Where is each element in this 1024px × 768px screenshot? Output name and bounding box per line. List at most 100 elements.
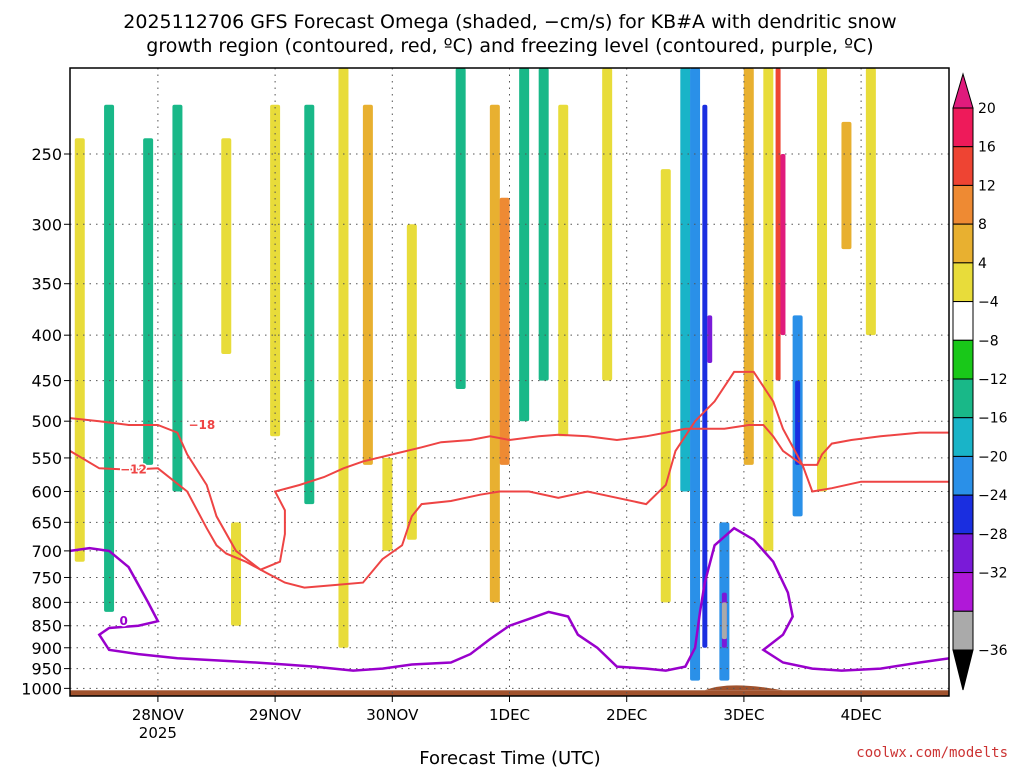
omega-region-15 [519,68,530,422]
y-tick-label-850: 850 [31,617,62,636]
y-tick-label-300: 300 [31,215,62,234]
y-tick-label-550: 550 [31,449,62,468]
omega-region-35 [865,68,876,336]
omega-region-33 [817,68,828,492]
colorbar-swatch-6 [952,339,974,380]
y-tick-label-650: 650 [31,513,62,532]
omega-region-32 [795,380,801,465]
colorbar-swatch-13 [952,610,974,651]
x-tick-label-30NOV: 30NOV [366,706,419,724]
contour-label-1: −12 [120,463,147,477]
colorbar-swatch-10 [952,494,974,535]
colorbar-swatch-12 [952,572,974,612]
omega-region-4 [221,138,232,354]
colorbar-label-11: −28 [978,527,1008,543]
y-axis-ticks: 250 300 350 400 450 500 550 600 650 700 750 800 850 9… [21,145,70,698]
colorbar-label-13: −36 [978,643,1008,659]
y-tick-label-800: 800 [31,593,62,612]
omega-region-3 [172,104,183,492]
omega-region-26 [721,602,727,640]
y-tick-label-400: 400 [31,326,62,345]
omega-region-29 [775,68,781,381]
omega-region-17 [558,104,569,437]
y-tick-label-600: 600 [31,482,62,501]
omega-region-8 [338,68,349,648]
colorbar: 20 16 12 8 4 −4 −8 −12 −16 −20 −24 −28 −32 −36 [952,72,1008,691]
colorbar-swatch-4 [952,262,974,303]
colorbar-label-12: −32 [978,566,1008,582]
contour-line-1 [70,370,949,589]
y-tick-label-750: 750 [31,568,62,587]
omega-region-16 [538,68,549,381]
omega-region-2 [143,138,154,465]
contour-label-0: −18 [188,418,215,432]
omega-region-27 [743,68,754,465]
temperature-contours: −18 −12 0 [70,370,949,672]
y-tick-label-250: 250 [31,145,62,164]
colorbar-label-1: 16 [978,140,996,156]
colorbar-swatch-0 [952,107,974,148]
y-tick-label-700: 700 [31,542,62,561]
omega-region-9 [362,104,373,465]
colorbar-swatch-3 [952,223,974,264]
omega-region-19 [660,169,671,603]
terrain-bump [704,685,783,691]
colorbar-label-6: −8 [978,333,999,349]
credit-text: coolwx.com/modelts [856,745,1008,761]
omega-region-10 [382,457,393,551]
omega-region-1 [104,104,115,612]
grid-lines [70,68,949,696]
colorbar-label-3: 8 [978,217,987,233]
omega-region-11 [406,224,417,540]
omega-region-0 [74,138,85,562]
colorbar-label-2: 12 [978,178,996,194]
colorbar-label-8: −16 [978,411,1008,427]
y-tick-label-900: 900 [31,639,62,658]
chart-title-line-1: 2025112706 GFS Forecast Omega (shaded, −… [123,11,896,33]
colorbar-swatch-11 [952,533,974,574]
colorbar-label-4: 4 [978,256,987,272]
contour-line-0 [70,417,949,571]
omega-region-34 [841,121,852,250]
colorbar-swatch-8 [952,417,974,457]
omega-region-20 [680,68,691,492]
contour-line-2 [70,526,949,672]
x-tick-label-3DEC: 3DEC [723,706,764,724]
y-tick-label-950: 950 [31,660,62,679]
colorbar-swatch-7 [952,378,974,419]
x-tick-label-4DEC: 4DEC [841,706,882,724]
omega-region-28 [763,68,774,551]
omega-shading [74,68,876,681]
chart-title-line-2: growth region (contoured, red, ºC) and f… [146,35,873,57]
omega-region-23 [707,315,713,364]
colorbar-swatch-2 [952,184,974,225]
x-tick-label-28NOV: 28NOV [132,706,185,724]
colorbar-swatch-1 [952,146,974,186]
y-tick-label-1000: 1000 [21,679,62,698]
colorbar-swatch-9 [952,455,974,496]
omega-region-30 [780,154,786,336]
x-tick-sublabel-28NOV: 2025 [139,724,177,742]
omega-region-22 [702,104,708,648]
colorbar-label-10: −24 [978,488,1008,504]
colorbar-bottom-arrow [952,649,974,691]
omega-region-7 [304,104,315,505]
omega-region-13 [489,104,500,603]
y-tick-label-350: 350 [31,275,62,294]
x-tick-label-1DEC: 1DEC [489,706,530,724]
x-tick-label-2DEC: 2DEC [606,706,647,724]
contour-label-2: 0 [120,614,128,628]
colorbar-label-5: −4 [978,295,999,311]
colorbar-label-7: −12 [978,372,1008,388]
omega-region-5 [231,522,242,626]
omega-region-14 [499,197,510,465]
y-tick-label-450: 450 [31,372,62,391]
omega-region-21 [690,68,701,681]
y-tick-label-500: 500 [31,412,62,431]
x-tick-label-29NOV: 29NOV [249,706,302,724]
omega-region-12 [455,68,466,390]
colorbar-label-0: 20 [978,101,996,117]
x-axis-label: Forecast Time (UTC) [419,748,600,768]
